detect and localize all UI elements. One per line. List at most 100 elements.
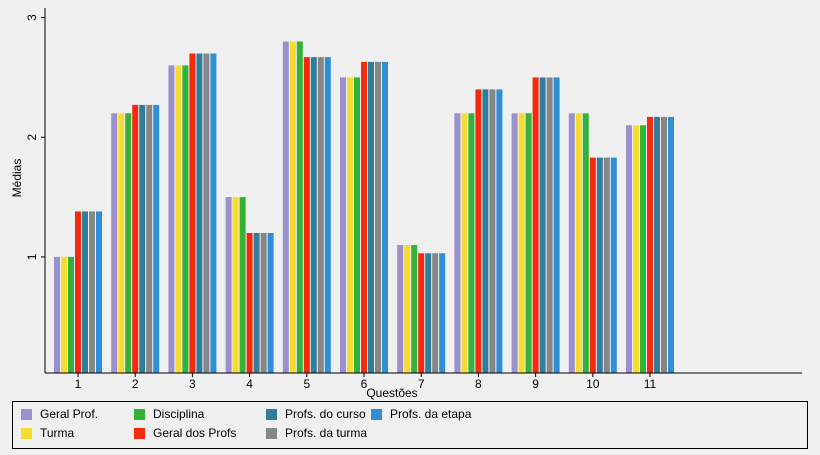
bar-q5-series-5 <box>310 57 317 373</box>
bar-q11-series-6 <box>661 116 667 374</box>
bar-q2-series-5 <box>139 104 146 374</box>
bar-q8-series-5 <box>482 89 489 374</box>
bar-q7-series-6 <box>432 253 439 373</box>
bar-q2-series-6 <box>146 104 153 374</box>
bar-q5-series-1 <box>282 41 289 373</box>
bar-q2-series-7 <box>153 104 160 374</box>
y-tick-label: 3 <box>25 14 39 21</box>
bar-q11-series-4 <box>647 116 653 374</box>
bar-q4-series-7 <box>267 233 274 373</box>
bar-q11-series-7 <box>668 116 674 374</box>
bar-q5-series-6 <box>317 57 324 373</box>
bar-q1-series-6 <box>89 211 95 373</box>
x-tick-label: 4 <box>246 377 253 391</box>
y-tick-label: 2 <box>25 134 39 141</box>
bar-q10-series-3 <box>582 113 589 374</box>
legend-swatch <box>371 408 382 420</box>
legend-swatch <box>134 408 145 420</box>
legend: Geral Prof. Turma Disciplina Geral dos Prof… <box>12 401 808 449</box>
x-tick-label: 10 <box>586 377 600 391</box>
bar-q1-series-7 <box>96 211 102 373</box>
legend-label: Geral Prof. <box>40 407 99 421</box>
bar-q6-series-4 <box>361 61 367 374</box>
bar-q2-series-1 <box>111 113 118 374</box>
legend-item: Geral Prof. <box>21 405 98 423</box>
bar-q9-series-6 <box>546 77 553 374</box>
legend-label: Profs. da turma <box>285 426 368 440</box>
bar-q2-series-4 <box>132 104 139 374</box>
bar-q11-series-1 <box>626 125 632 373</box>
bar-q8-series-7 <box>496 89 503 374</box>
bar-q5-series-3 <box>296 41 303 373</box>
bar-q6-series-3 <box>354 77 360 374</box>
x-tick-label: 6 <box>361 377 368 391</box>
bar-q10-series-7 <box>610 157 617 373</box>
x-ticks-group: 1 2 3 4 5 6 7 8 9 10 11 <box>75 373 657 391</box>
x-tick-label: 8 <box>475 377 482 391</box>
bar-q11-series-5 <box>654 116 660 374</box>
x-tick-label: 7 <box>418 377 425 391</box>
legend-label: Disciplina <box>153 407 205 421</box>
legend-item: Disciplina <box>134 405 204 423</box>
bar-q10-series-6 <box>603 157 610 373</box>
bar-q10-series-1 <box>568 113 575 374</box>
bar-q4-series-3 <box>239 197 246 373</box>
legend-swatch <box>21 408 32 420</box>
bar-q3-series-5 <box>196 53 203 373</box>
bar-q4-series-5 <box>253 233 260 373</box>
bar-q8-series-3 <box>468 113 475 374</box>
legend-label: Profs. da etapa <box>390 407 472 421</box>
x-tick-label: 11 <box>644 377 657 391</box>
bar-q7-series-2 <box>404 245 411 373</box>
y-tick-label: 1 <box>25 253 39 260</box>
bar-q4-series-4 <box>246 233 253 373</box>
legend-item: Profs. do curso <box>266 405 366 423</box>
bar-q1-series-2 <box>61 256 67 373</box>
legend-label: Profs. do curso <box>285 407 366 421</box>
bar-q1-series-1 <box>54 256 60 373</box>
bar-q1-series-5 <box>82 211 88 373</box>
bar-q9-series-4 <box>532 77 539 374</box>
bar-q4-series-2 <box>232 197 239 373</box>
bar-q5-series-7 <box>324 57 331 373</box>
legend-swatch <box>266 427 277 439</box>
legend-label: Turma <box>40 426 75 440</box>
bar-q1-series-3 <box>68 256 74 373</box>
bar-q5-series-2 <box>289 41 296 373</box>
bar-q7-series-1 <box>397 245 404 373</box>
bar-q9-series-1 <box>511 113 518 374</box>
bar-q3-series-6 <box>203 53 210 373</box>
legend-swatch <box>266 408 277 420</box>
legend-item: Geral dos Profs <box>134 424 236 442</box>
x-tick-label: 3 <box>189 377 196 391</box>
bar-q6-series-5 <box>368 61 374 374</box>
x-tick-label: 2 <box>132 377 139 391</box>
bar-q8-series-2 <box>461 113 468 374</box>
x-tick-label: 5 <box>303 377 310 391</box>
bar-q3-series-7 <box>210 53 217 373</box>
bar-q7-series-7 <box>439 253 446 373</box>
bar-q9-series-7 <box>553 77 560 374</box>
bar-q3-series-1 <box>168 65 175 374</box>
legend-item: Profs. da turma <box>266 424 367 442</box>
bar-q7-series-5 <box>425 253 432 373</box>
bar-q6-series-2 <box>347 77 353 374</box>
legend-item: Turma <box>21 424 74 442</box>
bar-q9-series-5 <box>539 77 546 374</box>
bar-q6-series-1 <box>340 77 346 374</box>
legend-item: Profs. da etapa <box>371 405 471 423</box>
bar-q9-series-3 <box>525 113 532 374</box>
bar-q8-series-1 <box>454 113 461 374</box>
bar-q10-series-5 <box>596 157 603 373</box>
bar-q9-series-2 <box>518 113 525 374</box>
x-axis-label: Questões <box>366 386 417 400</box>
bar-q7-series-4 <box>418 253 425 373</box>
legend-swatch <box>21 427 32 439</box>
bar-q4-series-1 <box>225 197 232 373</box>
bar-q7-series-3 <box>411 245 418 373</box>
legend-swatch <box>134 427 145 439</box>
bar-q2-series-2 <box>118 113 125 374</box>
x-tick-label: 9 <box>532 377 539 391</box>
x-tick-label: 1 <box>75 377 82 391</box>
bar-q10-series-2 <box>575 113 582 374</box>
